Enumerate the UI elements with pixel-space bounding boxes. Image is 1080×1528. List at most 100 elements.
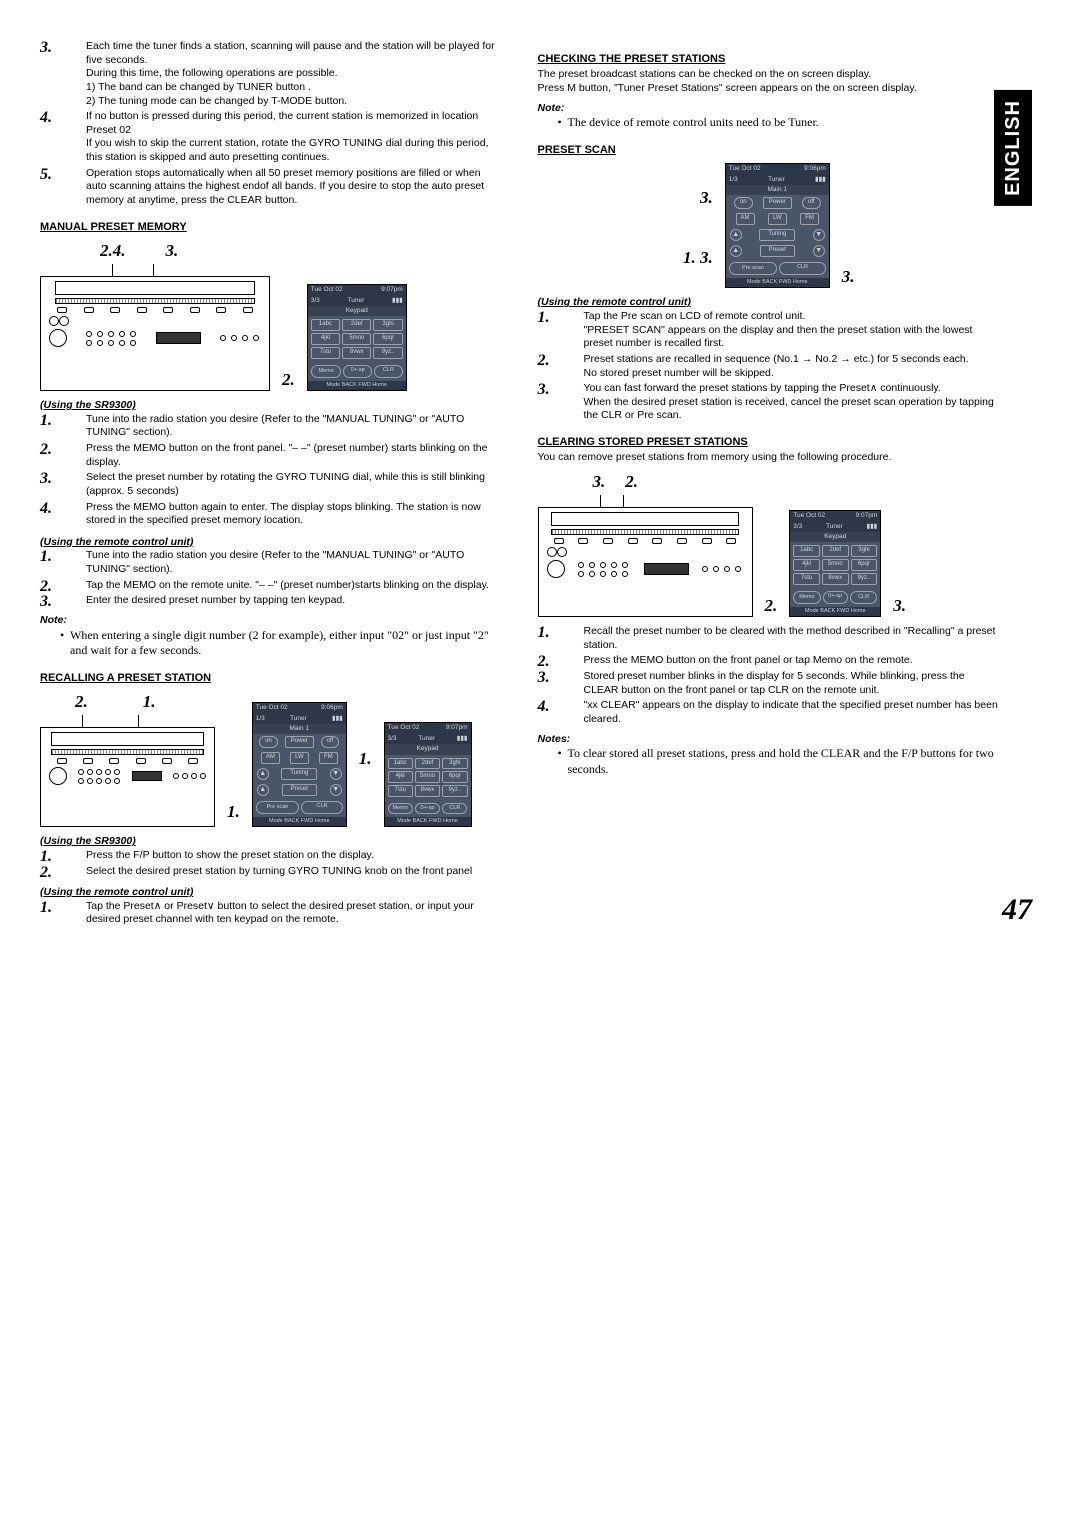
step-num: 1.	[40, 411, 52, 432]
key: 1abc	[311, 319, 340, 331]
callout: 2.	[282, 369, 295, 391]
step-body: Press the F/P button to show the preset …	[86, 849, 503, 863]
step-num: 1.	[538, 308, 550, 329]
step-num: 4.	[40, 499, 52, 520]
lcd-time: 9:07pm	[381, 286, 403, 294]
key: 8vwx	[822, 573, 849, 585]
lcd-sub: Main 1	[253, 724, 346, 734]
lcd-nav: Mode BACK FWD Home	[326, 382, 387, 389]
callout: 3.	[683, 187, 713, 209]
note-head: Note:	[538, 102, 1001, 116]
step-body: Tap the MEMO on the remote unite. "– –" …	[86, 579, 503, 593]
lcd-batt: ▮▮▮	[457, 735, 468, 743]
lcd-batt: ▮▮▮	[815, 176, 826, 184]
callout: 1.	[227, 801, 240, 823]
callout: 2.	[75, 691, 88, 713]
step-num: 4.	[538, 697, 550, 718]
clear-figure: 3. 2. 2. Tue Oct 029:07pm 3/3Tuner▮	[538, 471, 1001, 617]
step-body: Tap the Pre scan on LCD of remote contro…	[584, 310, 1001, 351]
step-num: 3.	[40, 592, 52, 613]
key: 2def	[415, 758, 440, 770]
step-num: 3.	[40, 469, 52, 490]
notes-head: Notes:	[538, 733, 1001, 747]
am-btn: AM	[261, 752, 280, 764]
lcd-time: 9:06pm	[804, 165, 826, 173]
step-body: Select the desired preset station by tur…	[86, 865, 503, 879]
step-num: 3.	[538, 668, 550, 689]
key: 8vwx	[415, 785, 440, 797]
lcd-tuner: Tuner	[418, 735, 435, 743]
key-clr: CLR	[850, 591, 877, 604]
step-body: Press the MEMO button again to enter. Th…	[86, 501, 503, 528]
lcd-time: 9:07pm	[446, 724, 468, 732]
subhead-sr9300: (Using the SR9300)	[40, 835, 503, 849]
up-icon: ▲	[257, 768, 269, 780]
lcd-time: 9:07pm	[856, 512, 878, 520]
lcd-sub: Keypad	[308, 306, 406, 316]
lcd-date: Tue Oct 02	[256, 704, 288, 712]
step-body: Recall the preset number to be cleared w…	[584, 625, 1001, 652]
key: 4jkl	[311, 333, 340, 345]
note-body: To clear stored all preset stations, pre…	[558, 746, 1001, 777]
scan-figure: 3. 1. 3. Tue Oct 029:06pm 1/3Tuner▮▮▮ Ma…	[538, 163, 1001, 288]
note-body: The device of remote control units need …	[558, 115, 1001, 131]
on-btn: on	[734, 197, 753, 209]
keypad-lcd: Tue Oct 029:07pm 3/3Tuner▮▮▮ Keypad 1abc…	[789, 510, 881, 617]
lcd-tuner: Tuner	[290, 715, 307, 723]
lcd-batt: ▮▮▮	[867, 523, 878, 531]
subhead-sr9300: (Using the SR9300)	[40, 399, 503, 413]
off-btn: off	[321, 736, 340, 748]
lw-btn: LW	[768, 213, 787, 225]
heading-recall: RECALLING A PRESET STATION	[40, 671, 503, 685]
lcd-batt: ▮▮▮	[332, 715, 343, 723]
callout: 1. 3.	[683, 247, 713, 269]
callout: 1.	[359, 748, 372, 770]
lcd-sub: Main 1	[726, 185, 829, 195]
lcd-date: Tue Oct 02	[311, 286, 343, 294]
on-btn: on	[259, 736, 278, 748]
lw-btn: LW	[290, 752, 309, 764]
manual-remote-steps: 1.Tune into the radio station you desire…	[68, 549, 503, 608]
step-num: 4.	[40, 108, 52, 129]
lcd-nav: Mode BACK FWD Home	[747, 279, 808, 286]
key: 6pqr	[373, 333, 402, 345]
key: 4jkl	[793, 559, 820, 571]
lcd-batt: ▮▮▮	[392, 297, 403, 305]
callout: 2.	[625, 471, 638, 493]
key: 1abc	[793, 545, 820, 557]
clr-btn: CLR	[779, 262, 826, 275]
step-num: 5.	[40, 165, 52, 186]
key-memo: Memo	[311, 365, 342, 378]
step-body: If no button is pressed during this peri…	[86, 110, 503, 165]
page-number: 47	[1002, 890, 1032, 929]
lcd-date: Tue Oct 02	[388, 724, 420, 732]
callout: 2.4.	[100, 240, 126, 262]
callout: 3.	[166, 240, 179, 262]
step-num: 1.	[40, 547, 52, 568]
am-btn: AM	[736, 213, 755, 225]
key: 5mno	[822, 559, 849, 571]
step-num: 1.	[40, 898, 52, 919]
step-num: 1.	[538, 623, 550, 644]
lcd-row: 3/3	[311, 297, 320, 305]
tuner-lcd: Tue Oct 029:06pm 1/3Tuner▮▮▮ Main 1 onPo…	[725, 163, 830, 288]
subhead-remote: (Using the remote control unit)	[40, 536, 503, 550]
step-body: "xx CLEAR" appears on the display to ind…	[584, 699, 1001, 726]
step-num: 2.	[40, 863, 52, 884]
lcd-sub: Keypad	[790, 532, 880, 542]
step-body: Preset stations are recalled in sequence…	[584, 353, 1001, 380]
step-num: 2.	[40, 440, 52, 461]
lcd-nav: Mode BACK FWD Home	[805, 608, 866, 615]
prescan-btn: Pre scan	[256, 801, 300, 814]
manual-figure: 2.4. 3. 2. Tue Oct 02 9:07pm	[40, 240, 503, 391]
callout: 3.	[842, 266, 855, 288]
step-body: Tap the Preset∧ or Preset∨ button to sel…	[86, 900, 503, 927]
note-body: When entering a single digit number (2 f…	[60, 628, 503, 659]
lcd-tuner: Tuner	[826, 523, 843, 531]
preset-btn: Preset	[760, 245, 795, 257]
key: 0+-sp	[415, 803, 440, 814]
power-btn: Power	[285, 736, 314, 748]
prescan-btn: Pre scan	[729, 262, 778, 275]
callout: 2.	[765, 595, 778, 617]
step-body: Tune into the radio station you desire (…	[86, 413, 503, 440]
